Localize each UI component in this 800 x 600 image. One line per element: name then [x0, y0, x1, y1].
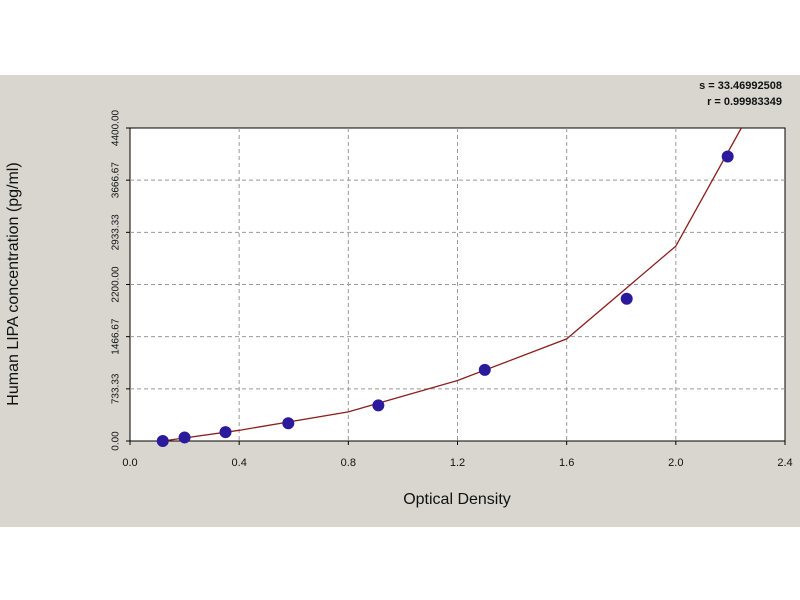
data-point [178, 431, 191, 444]
data-point [282, 417, 295, 430]
x-axis-title: Optical Density [403, 491, 511, 508]
y-tick-label: 4400.00 [111, 109, 122, 146]
x-tick-label: 1.6 [559, 457, 574, 469]
x-tick-label: 0.8 [341, 457, 356, 469]
data-point [219, 426, 232, 439]
annotation: s = 33.46992508 [699, 80, 782, 92]
x-tick-label: 2.4 [777, 457, 792, 469]
y-tick-label: 0.00 [111, 431, 122, 451]
data-point [478, 363, 491, 376]
fit-curve [162, 127, 742, 442]
y-tick-label: 1466.67 [111, 318, 122, 355]
y-tick-label: 2933.33 [111, 214, 122, 251]
x-tick-label: 0.0 [122, 457, 137, 469]
data-point [372, 399, 385, 412]
y-tick-label: 2200.00 [111, 266, 122, 303]
x-tick-label: 2.0 [668, 457, 683, 469]
data-point [721, 150, 734, 163]
x-tick-label: 1.2 [450, 457, 465, 469]
y-axis-title: Human LIPA concentration (pg/ml) [5, 162, 22, 405]
data-point [156, 435, 169, 447]
y-tick-label: 733.33 [111, 373, 122, 404]
data-point [620, 292, 633, 305]
x-tick-label: 0.4 [232, 457, 247, 469]
annotation: r = 0.99983349 [707, 96, 782, 108]
y-tick-label: 3666.67 [111, 162, 122, 199]
